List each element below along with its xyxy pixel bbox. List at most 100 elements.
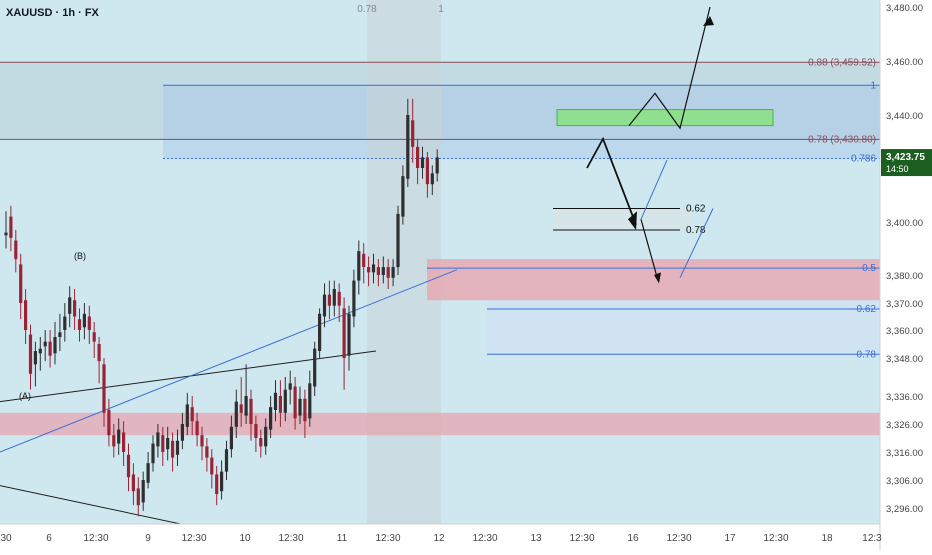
time-axis-background [0, 524, 880, 550]
candle-body-17 [87, 316, 91, 330]
candle-body-64 [318, 313, 322, 351]
candle-body-23 [117, 429, 121, 444]
candle-body-10 [53, 337, 57, 354]
candle-body-7 [38, 348, 42, 354]
candle-body-15 [77, 319, 82, 330]
candle-body-29 [146, 463, 150, 483]
projection-line-drop [640, 219, 659, 281]
candle-body-83 [411, 120, 415, 147]
y-tick-label-5: 3,348.00 [886, 354, 923, 365]
fib-label-0: 0.88 (3,459.52) [808, 57, 876, 68]
candle-body-66 [327, 294, 331, 306]
candle-body-31 [156, 432, 160, 447]
candle-body-63 [313, 348, 317, 387]
y-tick-label-6: 3,360.00 [886, 326, 923, 337]
candle-body-28 [141, 480, 145, 503]
projection-arrowhead-up [703, 16, 714, 26]
top-marker-1: 1 [438, 4, 444, 15]
candle-body-41 [205, 446, 209, 458]
x-tick-label-12: 12:30 [569, 533, 594, 544]
candle-body-84 [416, 146, 420, 168]
candle-body-73 [362, 253, 366, 268]
candle-body-80 [396, 213, 400, 268]
local-level-label-1: 0.78 [686, 225, 706, 236]
projection-arrowhead-down [628, 211, 637, 230]
candle-body-52 [259, 438, 263, 447]
candle-body-14 [73, 300, 77, 317]
candle-body-37 [185, 404, 189, 427]
x-tick-label-16: 12:30 [763, 533, 788, 544]
candle-body-21 [107, 410, 111, 436]
candle-body-2 [14, 240, 18, 260]
x-tick-label-17: 18 [821, 533, 833, 544]
candle-body-65 [322, 294, 327, 317]
candle-body-35 [175, 440, 180, 455]
candle-body-53 [264, 426, 268, 447]
candle-body-60 [298, 398, 302, 416]
y-tick-label-7: 3,370.00 [886, 299, 923, 310]
candle-body-19 [97, 344, 101, 362]
candle-body-22 [112, 435, 116, 447]
candle-body-49 [244, 396, 248, 416]
candle-body-70 [347, 313, 351, 356]
candle-body-27 [136, 488, 140, 506]
y-tick-label-8: 3,380.00 [886, 271, 923, 282]
x-tick-label-18: 12:3 [862, 533, 882, 544]
projection-path-down [586, 136, 637, 225]
y-tick-label-1: 3,306.00 [886, 476, 923, 487]
candle-body-40 [200, 435, 204, 447]
current-price-label: 3,423.75 [886, 152, 925, 163]
candle-body-4 [24, 300, 28, 330]
candle-body-8 [43, 341, 47, 347]
candle-body-24 [122, 432, 126, 452]
y-tick-label-13: 3,480.00 [886, 3, 923, 14]
candle-body-11 [58, 332, 62, 337]
candle-body-76 [376, 267, 380, 275]
candle-body-43 [215, 474, 219, 494]
candle-body-50 [249, 398, 253, 424]
candle-body-13 [68, 297, 72, 314]
candle-body-74 [367, 267, 371, 273]
x-tick-label-1: 6 [46, 533, 52, 544]
candle-body-32 [161, 435, 165, 452]
blue-trendline [0, 269, 458, 453]
candle-body-18 [92, 332, 96, 342]
candle-body-67 [332, 289, 336, 306]
fib-label-3: 0.786 [851, 153, 876, 164]
candle-body-48 [239, 404, 243, 413]
y-tick-label-2: 3,316.00 [886, 448, 923, 459]
candle-body-39 [195, 421, 199, 436]
x-tick-label-13: 16 [627, 533, 639, 544]
price-axis-background [880, 0, 932, 550]
symbol-label[interactable]: XAUUSD · 1h · FX [6, 7, 99, 19]
candle-body-86 [425, 157, 429, 185]
x-tick-label-3: 9 [145, 533, 151, 544]
candle-body-12 [63, 316, 67, 330]
x-tick-label-10: 12:30 [472, 533, 497, 544]
candle-body-5 [28, 334, 33, 374]
fib-label-6: 0.78 [857, 349, 877, 360]
candle-body-58 [288, 383, 292, 390]
candle-body-6 [33, 351, 37, 365]
candle-body-30 [151, 443, 155, 464]
candle-body-81 [401, 176, 405, 217]
wave-label-0: (B) [74, 251, 86, 261]
x-tick-label-2: 12:30 [83, 533, 108, 544]
candle-body-16 [82, 313, 86, 328]
candle-body-77 [381, 267, 385, 275]
x-tick-label-11: 13 [530, 533, 542, 544]
candle-body-26 [131, 474, 135, 492]
candle-body-69 [342, 308, 346, 358]
lower-fib-box [487, 300, 880, 355]
local-level-label-0: 0.62 [686, 204, 706, 215]
x-tick-label-0: 30 [0, 533, 12, 544]
candle-body-79 [391, 267, 395, 278]
candle-body-62 [308, 383, 312, 419]
current-price-tag [881, 149, 932, 177]
candle-body-46 [229, 426, 233, 450]
y-tick-label-0: 3,296.00 [886, 504, 923, 515]
candle-body-72 [357, 251, 361, 281]
candle-body-44 [220, 471, 224, 492]
